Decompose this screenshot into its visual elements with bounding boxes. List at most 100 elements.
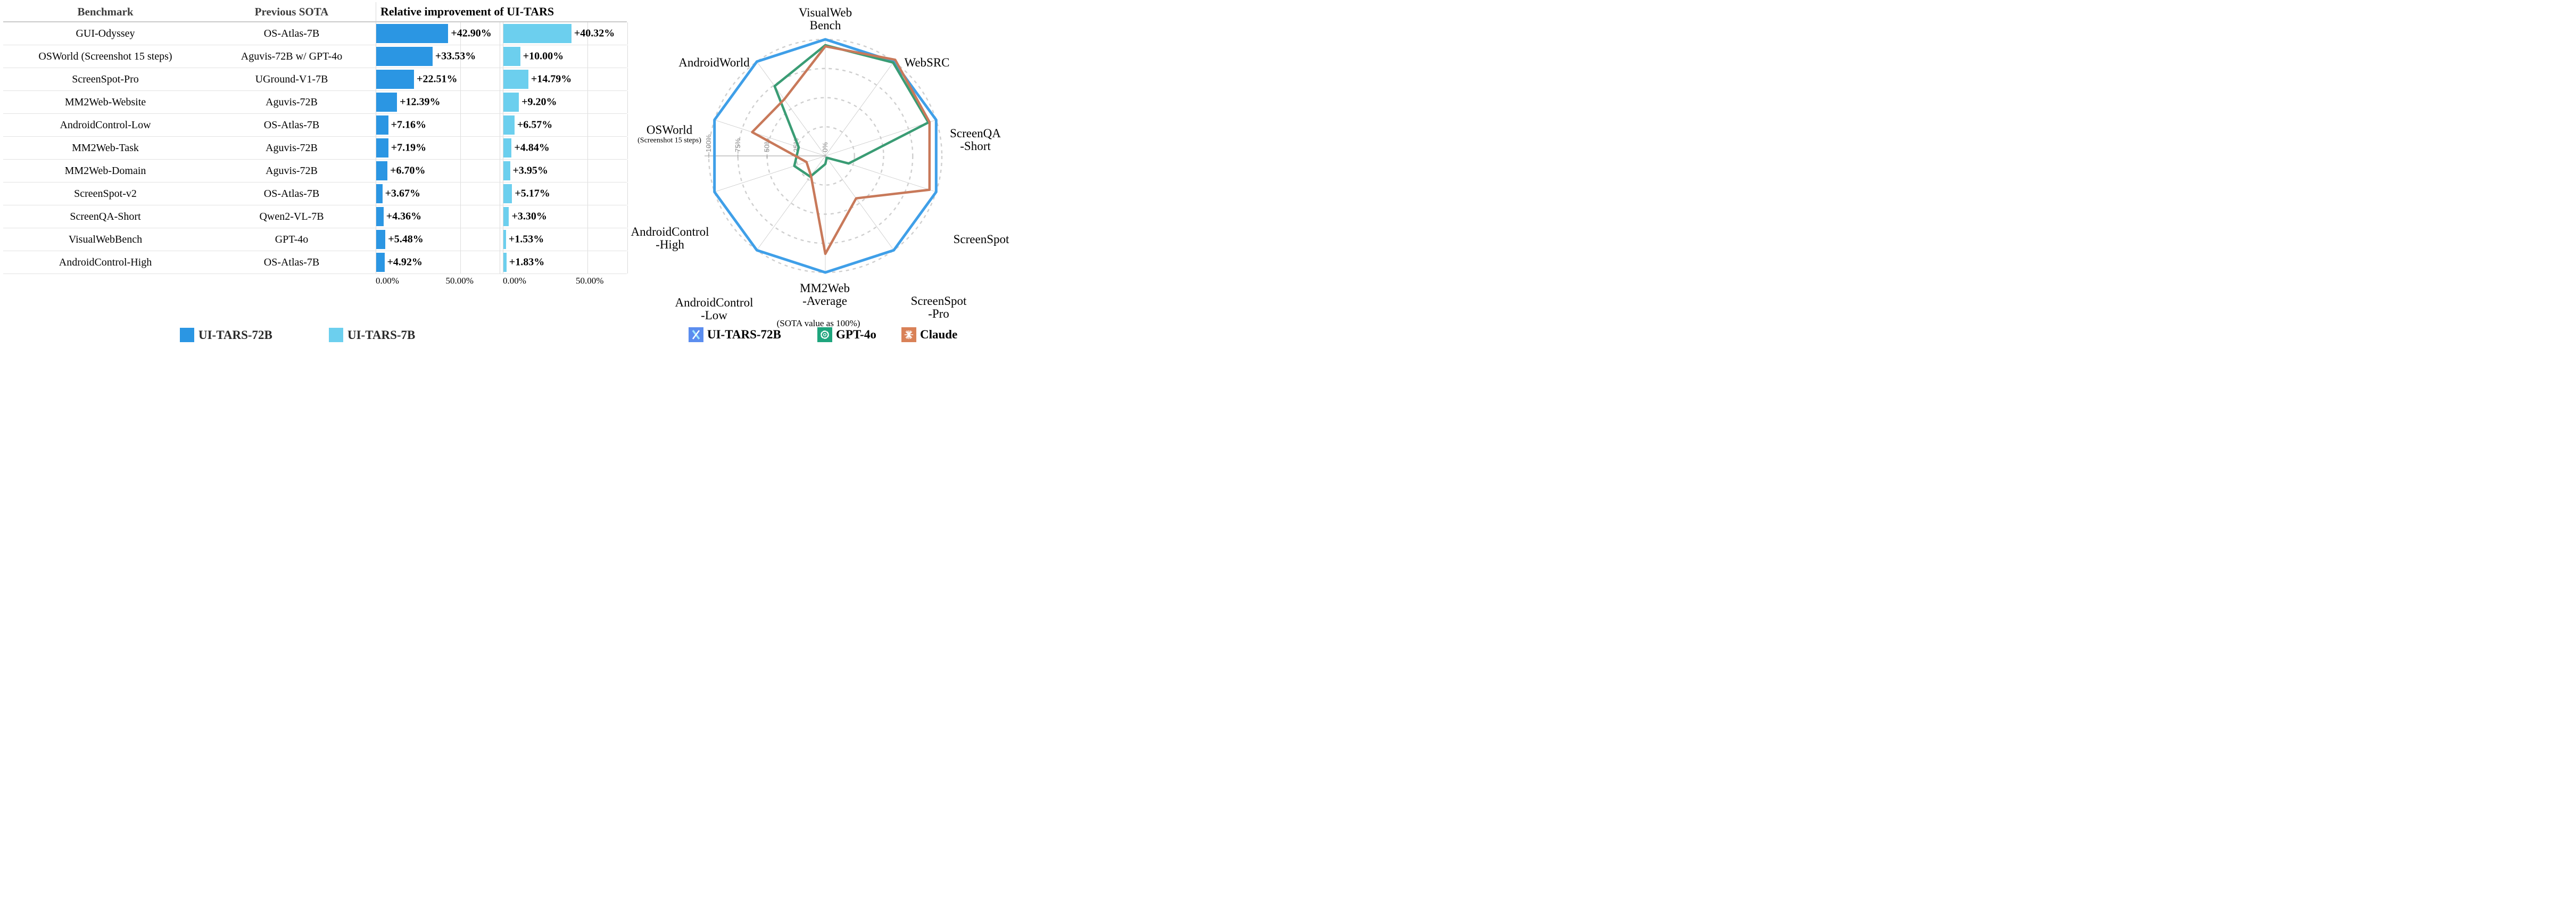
radar-spoke	[825, 119, 937, 156]
openai-logo-icon	[817, 327, 832, 342]
bar-cell-ui-tars-72b: +7.16%	[376, 114, 500, 137]
bar-cell-ui-tars-7b: +9.20%	[499, 91, 628, 114]
benchmark-name: OSWorld (Screenshot 15 steps)	[3, 45, 208, 68]
gridline-50pct	[460, 205, 461, 228]
previous-sota-name: OS-Atlas-7B	[208, 114, 376, 137]
radar-chart-panel: 100% 75% 50% 25% 0% VisualWeb Bench WebSRC Scre…	[617, 0, 1030, 361]
bar-value-label: +4.84%	[514, 142, 550, 154]
bar-ui-tars-7b	[503, 70, 528, 89]
table-row: ScreenSpot-v2 OS-Atlas-7B +3.67% +5.17%	[3, 183, 628, 205]
bar-cell-ui-tars-7b: +14.79%	[499, 68, 628, 91]
legend-label-gpt-4o: GPT-4o	[836, 328, 876, 341]
radar-spoke	[756, 155, 826, 251]
legend-item-gpt-4o: GPT-4o	[817, 327, 876, 342]
gridline-50pct	[587, 114, 589, 136]
table-row: VisualWebBench GPT-4o +5.48% +1.53%	[3, 228, 628, 251]
table-row: ScreenSpot-Pro UGround-V1-7B +22.51% +14.79…	[3, 68, 628, 91]
bar-ui-tars-7b	[503, 161, 510, 180]
bar-value-label: +10.00%	[523, 50, 564, 62]
radar-axis-label: WebSRC	[904, 56, 950, 70]
table-header-row: Benchmark Previous SOTA Relative improve…	[3, 2, 627, 22]
bar-cell-ui-tars-7b: +1.83%	[499, 251, 628, 274]
bar-ui-tars-72b	[376, 70, 415, 89]
x-tick-0-7b: 0.00%	[503, 276, 526, 286]
previous-sota-name: OS-Atlas-7B	[208, 183, 376, 205]
gridline-50pct	[587, 137, 589, 159]
radar-legend: UI-TARS-72B GPT-4o	[617, 327, 1030, 349]
bar-ui-tars-7b	[503, 230, 506, 249]
bar-cell-ui-tars-72b: +6.70%	[376, 160, 500, 183]
radar-spoke	[714, 119, 826, 156]
previous-sota-name: Aguvis-72B	[208, 137, 376, 160]
gridline-50pct	[587, 251, 589, 274]
bar-chart-legend: UI-TARS-72B UI-TARS-7B	[3, 328, 626, 346]
bar-value-label: +7.16%	[391, 119, 426, 131]
gridline-50pct	[460, 91, 461, 113]
gridline-50pct	[460, 137, 461, 159]
bar-ui-tars-7b	[503, 115, 515, 135]
bar-value-label: +3.67%	[385, 187, 420, 200]
bar-cell-ui-tars-72b: +7.19%	[376, 137, 500, 160]
radar-axis-label: MM2Web -Average	[800, 281, 850, 308]
bar-cell-ui-tars-72b: +22.51%	[376, 68, 500, 91]
bar-ui-tars-7b	[503, 138, 512, 158]
bar-cell-ui-tars-7b: +3.30%	[499, 205, 628, 228]
gridline-50pct	[587, 68, 589, 90]
x-axis-7b: 0.00% 50.00%	[499, 274, 627, 289]
radar-spoke	[825, 61, 894, 156]
gridline-50pct	[460, 68, 461, 90]
table-row: GUI-Odyssey OS-Atlas-7B +42.90% +40.32%	[3, 22, 628, 45]
legend-swatch-ui-tars-7b	[329, 328, 343, 342]
previous-sota-name: OS-Atlas-7B	[208, 251, 376, 274]
gridline-50pct	[460, 160, 461, 182]
radar-subtitle: (SOTA value as 100%)	[776, 318, 860, 328]
header-improvement: Relative improvement of UI-TARS	[376, 2, 627, 22]
bar-value-label: +6.57%	[517, 119, 553, 131]
gridline-50pct	[460, 251, 461, 274]
previous-sota-name: OS-Atlas-7B	[208, 22, 376, 45]
gridline-50pct	[460, 45, 461, 68]
benchmark-name: AndroidControl-High	[3, 251, 208, 274]
header-previous-sota: Previous SOTA	[208, 2, 376, 22]
bar-value-label: +5.17%	[515, 187, 550, 200]
bar-cell-ui-tars-72b: +5.48%	[376, 228, 500, 251]
bar-value-label: +6.70%	[390, 164, 426, 177]
bar-ui-tars-72b	[376, 161, 388, 180]
benchmark-table: Benchmark Previous SOTA Relative improve…	[3, 2, 628, 342]
bar-ui-tars-72b	[376, 184, 383, 203]
legend-label-ui-tars-7b: UI-TARS-7B	[347, 328, 416, 342]
gridline-50pct	[460, 114, 461, 136]
gridline-50pct	[587, 22, 589, 45]
figure-ui-tars-benchmarks: Benchmark Previous SOTA Relative improve…	[0, 0, 1030, 361]
bar-value-label: +1.83%	[509, 256, 545, 268]
radar-axis-label: ScreenQA -Short	[950, 127, 1001, 153]
bar-ui-tars-72b	[376, 115, 388, 135]
bar-ui-tars-7b	[503, 24, 571, 43]
benchmark-name: VisualWebBench	[3, 228, 208, 251]
benchmark-name: MM2Web-Website	[3, 91, 208, 114]
bar-ui-tars-7b	[503, 253, 507, 272]
bar-cell-ui-tars-72b: +42.90%	[376, 22, 500, 45]
gridline-50pct	[587, 45, 589, 68]
radar-axis-label: AndroidWorld	[678, 56, 750, 70]
gridline-50pct	[587, 160, 589, 182]
legend-item-ui-tars-7b: UI-TARS-7B	[329, 328, 415, 342]
bar-value-label: +12.39%	[400, 96, 441, 108]
bar-x-axis-row: 0.00% 50.00% 0.00% 50.00%	[3, 274, 626, 289]
x-axis-72b: 0.00% 50.00%	[376, 274, 499, 289]
table-row: ScreenQA-Short Qwen2-VL-7B +4.36% +3.30%	[3, 205, 628, 228]
previous-sota-name: Aguvis-72B	[208, 160, 376, 183]
gridline-50pct	[587, 183, 589, 205]
bar-ui-tars-72b	[376, 207, 384, 226]
bar-value-label: +4.36%	[386, 210, 422, 222]
bar-cell-ui-tars-7b: +10.00%	[499, 45, 628, 68]
bar-ui-tars-72b	[376, 253, 385, 272]
gridline-50pct	[587, 228, 589, 251]
bar-cell-ui-tars-7b: +4.84%	[499, 137, 628, 160]
bar-cell-ui-tars-7b: +6.57%	[499, 114, 628, 137]
benchmark-name: AndroidControl-Low	[3, 114, 208, 137]
radar-axis-label: VisualWeb Bench	[798, 6, 852, 32]
table-row: MM2Web-Website Aguvis-72B +12.39% +9.20%	[3, 91, 628, 114]
radar-polygon-ui-tars-72b	[713, 38, 938, 274]
bar-cell-ui-tars-7b: +1.53%	[499, 228, 628, 251]
